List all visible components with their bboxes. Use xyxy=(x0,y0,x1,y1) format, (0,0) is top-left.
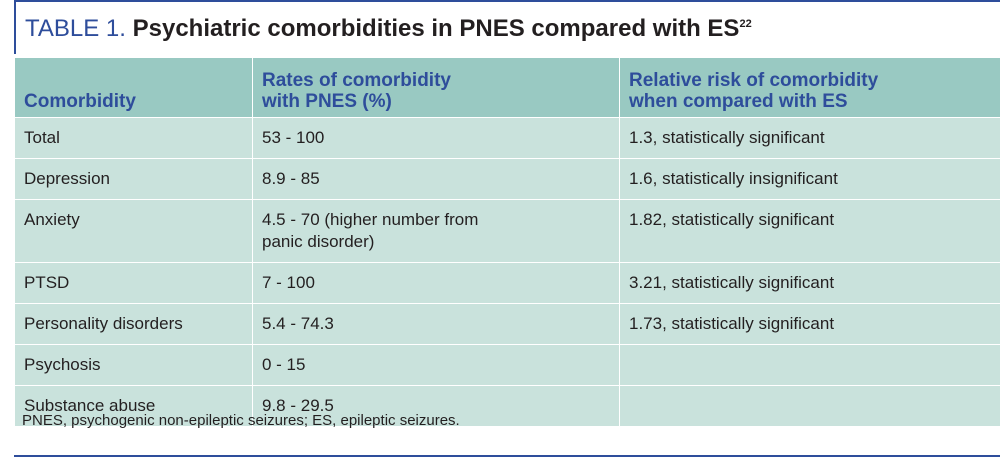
cell-rate: 0 - 15 xyxy=(252,344,620,386)
reference-superscript: 22 xyxy=(739,18,752,30)
header-comorbidity: Comorbidity xyxy=(14,57,253,118)
cell-rate: 7 - 100 xyxy=(252,262,620,304)
table-footnote: PNES, psychogenic non-epileptic seizures… xyxy=(22,412,460,429)
table-title-bar: TABLE 1. Psychiatric comorbidities in PN… xyxy=(14,2,1000,54)
table-row: Psychosis 0 - 15 xyxy=(14,344,1000,386)
header-relative-risk-text: Relative risk of comorbidity when compar… xyxy=(629,70,879,112)
table-row: PTSD 7 - 100 3.21, statistically signifi… xyxy=(14,262,1000,304)
table-row: Personality disorders 5.4 - 74.3 1.73, s… xyxy=(14,303,1000,345)
cell-comorbidity: Total xyxy=(14,117,253,159)
header-relative-risk: Relative risk of comorbidity when compar… xyxy=(619,57,1000,118)
cell-rate: 5.4 - 74.3 xyxy=(252,303,620,345)
table-number-label: TABLE 1. xyxy=(25,15,126,42)
cell-comorbidity: Substance abuse xyxy=(14,385,253,427)
cell-relative-risk: 1.82, statistically significant xyxy=(619,199,1000,263)
table-row: Total 53 - 100 1.3, statistically signif… xyxy=(14,117,1000,159)
cell-relative-risk: 1.6, statistically insignificant xyxy=(619,158,1000,200)
cell-comorbidity: Anxiety xyxy=(14,199,253,263)
cell-comorbidity: PTSD xyxy=(14,262,253,304)
cell-relative-risk xyxy=(619,344,1000,386)
header-rates-text: Rates of comorbidity with PNES (%) xyxy=(262,70,451,112)
cell-rate: 8.9 - 85 xyxy=(252,158,620,200)
cell-comorbidity: Personality disorders xyxy=(14,303,253,345)
cell-relative-risk: 1.3, statistically significant xyxy=(619,117,1000,159)
cell-relative-risk: 3.21, statistically significant xyxy=(619,262,1000,304)
cell-relative-risk: 1.73, statistically significant xyxy=(619,303,1000,345)
cell-rate: 53 - 100 xyxy=(252,117,620,159)
cell-relative-risk xyxy=(619,385,1000,427)
cell-rate: 9.8 - 29.5 xyxy=(252,385,620,427)
table-header-row: Comorbidity Rates of comorbidity with PN… xyxy=(14,57,1000,118)
comorbidity-table: Comorbidity Rates of comorbidity with PN… xyxy=(14,57,1000,427)
table-title-text: Psychiatric comorbidities in PNES compar… xyxy=(132,15,740,42)
title-top-rule xyxy=(14,0,1000,2)
cell-comorbidity: Psychosis xyxy=(14,344,253,386)
table-row: Depression 8.9 - 85 1.6, statistically i… xyxy=(14,158,1000,200)
cell-rate-text: 4.5 - 70 (higher number from panic disor… xyxy=(262,210,479,251)
table-row: Anxiety 4.5 - 70 (higher number from pan… xyxy=(14,199,1000,263)
table-row: Substance abuse 9.8 - 29.5 xyxy=(14,385,1000,427)
cell-comorbidity: Depression xyxy=(14,158,253,200)
header-rates: Rates of comorbidity with PNES (%) xyxy=(252,57,620,118)
bottom-rule xyxy=(14,455,1000,457)
cell-rate: 4.5 - 70 (higher number from panic disor… xyxy=(252,199,620,263)
table-title: TABLE 1. Psychiatric comorbidities in PN… xyxy=(25,14,752,44)
